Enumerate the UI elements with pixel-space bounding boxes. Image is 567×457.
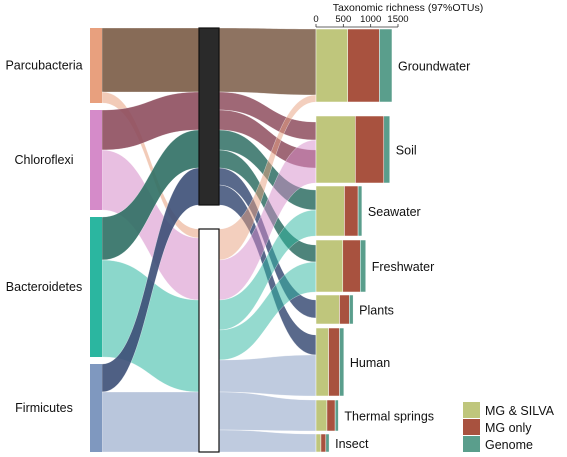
env-bar-groundwater-0 [315, 28, 348, 103]
phylum-bars: Parcubacteria Chloroflexi Bacteroidetes Fir… [5, 28, 102, 452]
env-bar-insect-0 [315, 433, 322, 453]
env-bar-insect-1 [320, 433, 327, 453]
legend-label-0: MG & SILVA [485, 404, 555, 418]
env-bar-plants-1 [339, 294, 350, 325]
env-bar-human-1 [328, 327, 340, 397]
env-bar-thermal-springs-0 [315, 399, 328, 432]
phylum-bar-firmicutes [90, 364, 102, 452]
env-label-plants: Plants [359, 304, 394, 318]
env-bar-freshwater-1 [342, 239, 361, 293]
flow-parcubacteria-0 [101, 27, 200, 93]
legend-swatch-2 [463, 436, 480, 452]
legend: MG & SILVA MG only Genome [463, 402, 555, 452]
legend-label-2: Genome [485, 438, 533, 452]
env-bar-thermal-springs-1 [326, 399, 336, 432]
phylum-bar-parcubacteria [90, 28, 102, 103]
env-bar-soil-0 [315, 115, 356, 184]
phylum-label-bacteroidetes: Bacteroidetes [6, 280, 82, 294]
env-bar-soil-1 [355, 115, 385, 184]
env-bar-human-0 [315, 327, 329, 397]
env-label-human: Human [350, 356, 390, 370]
legend-swatch-0 [463, 402, 480, 418]
axis-tick-label-1500: 1500 [387, 14, 408, 25]
env-bar-freshwater-2 [360, 239, 366, 293]
richness-axis: Taxonomic richness (97%OTUs) 0 500 1000 150… [313, 2, 484, 28]
phylum-bar-chloroflexi [90, 110, 102, 210]
flow-firmicutes-1 [101, 391, 200, 453]
flow-right-13 [218, 429, 317, 453]
env-label-thermal-springs: Thermal springs [344, 410, 434, 424]
phylum-label-firmicutes: Firmicutes [15, 401, 73, 415]
env-label-soil: Soil [396, 144, 417, 158]
axis-title: Taxonomic richness (97%OTUs) [333, 2, 484, 14]
env-bar-thermal-springs-2 [334, 399, 339, 432]
env-bar-groundwater-1 [347, 28, 380, 103]
middle-bar-light [198, 228, 220, 453]
middle-bars [198, 27, 220, 453]
axis-tick-label-1000: 1000 [360, 14, 381, 25]
env-bar-soil-2 [383, 115, 391, 184]
flow-layer [101, 27, 317, 453]
flow-right-11 [218, 354, 317, 397]
env-bar-human-2 [339, 327, 345, 397]
axis-tick-label-0: 0 [313, 14, 318, 25]
env-bar-insect-2 [325, 433, 330, 453]
env-bar-plants-0 [315, 294, 340, 325]
legend-label-1: MG only [485, 421, 532, 435]
env-label-groundwater: Groundwater [398, 60, 470, 74]
env-bar-seawater-0 [315, 185, 345, 237]
phylum-label-chloroflexi: Chloroflexi [14, 153, 73, 167]
env-bar-plants-2 [349, 294, 354, 325]
axis-tick-label-500: 500 [335, 14, 351, 25]
flow-right-0 [218, 27, 317, 96]
env-bar-seawater-2 [357, 185, 363, 237]
env-label-freshwater: Freshwater [372, 260, 435, 274]
env-bar-freshwater-0 [315, 239, 344, 293]
env-label-insect: Insect [335, 437, 369, 451]
env-label-seawater: Seawater [368, 205, 421, 219]
middle-bar-dark [198, 27, 220, 206]
phylum-bar-bacteroidetes [90, 217, 102, 357]
env-bars: Groundwater Soil Seawater Freshwater Plants H… [315, 28, 470, 453]
env-bar-seawater-1 [344, 185, 359, 237]
env-bar-groundwater-2 [379, 28, 393, 103]
phylum-label-parcubacteria: Parcubacteria [5, 59, 82, 73]
legend-swatch-1 [463, 419, 480, 435]
flow-right-12 [218, 391, 317, 432]
